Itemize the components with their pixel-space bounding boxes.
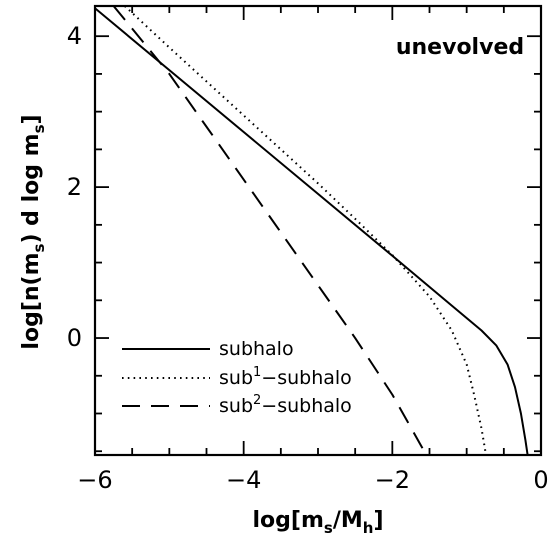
chart-marks <box>95 6 529 455</box>
series-line-0 <box>95 7 529 455</box>
y-tick-label: 4 <box>67 22 82 50</box>
y-tick-label: 0 <box>67 324 82 352</box>
y-tick-label: 2 <box>67 173 82 201</box>
x-tick-label: 0 <box>533 466 548 494</box>
legend: subhalo sub1−subhalo sub2−subhalo <box>122 338 352 417</box>
x-tick-label: −6 <box>77 466 112 494</box>
x-axis-label: log[ms/Mh] <box>252 508 383 537</box>
x-tick-label: −4 <box>226 466 261 494</box>
y-axis-label: log[n(ms) d log ms] <box>19 114 48 349</box>
legend-label-sub1-subhalo: sub1−subhalo <box>219 365 352 389</box>
axis-ticks: −6 −4 −2 0 0 2 4 <box>67 6 549 494</box>
plot-frame <box>93 4 543 457</box>
x-tick-label: −2 <box>375 466 410 494</box>
series-line-2 <box>112 6 427 455</box>
annotation-unevolved: unevolved <box>396 35 524 60</box>
legend-label-subhalo: subhalo <box>219 338 294 360</box>
legend-label-sub2-subhalo: sub2−subhalo <box>219 393 352 417</box>
